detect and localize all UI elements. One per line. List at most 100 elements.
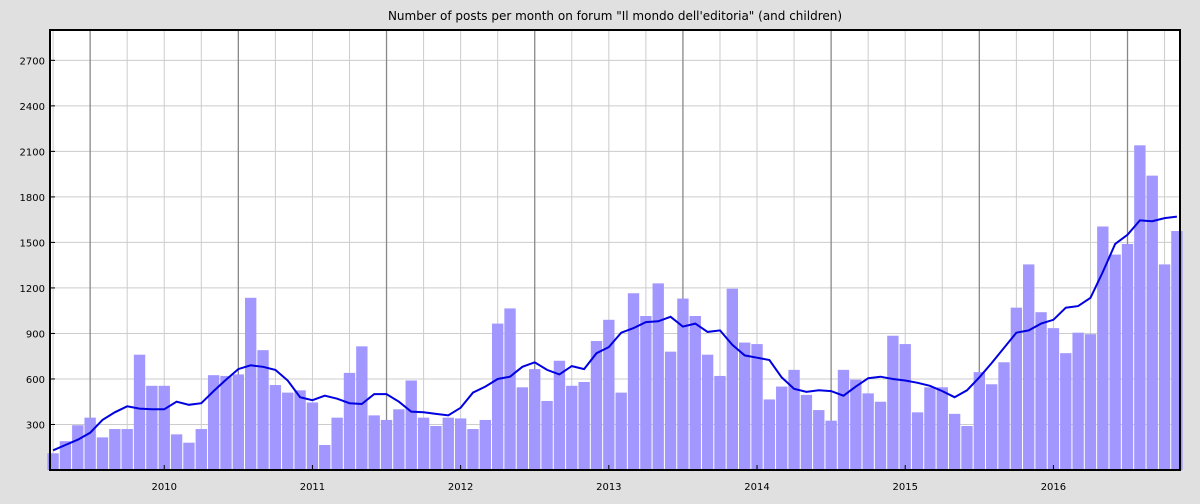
x-tick-label: 2016 <box>1041 482 1066 493</box>
bar <box>689 316 701 470</box>
bar <box>319 444 331 470</box>
y-tick-label: 1200 <box>20 284 45 295</box>
bar <box>504 308 516 470</box>
bar <box>1010 307 1023 470</box>
bar <box>442 417 454 470</box>
bar <box>961 426 973 470</box>
bar-series <box>47 145 1183 471</box>
bar <box>368 415 380 470</box>
bar <box>207 375 220 470</box>
bar <box>788 369 800 470</box>
bar <box>664 351 677 470</box>
bar <box>454 418 467 470</box>
bar <box>936 387 948 470</box>
bar <box>1158 264 1171 470</box>
x-tick-label: 2011 <box>300 482 325 493</box>
bar <box>257 350 269 470</box>
bar <box>924 387 936 470</box>
bar <box>899 344 911 470</box>
y-tick-label: 2700 <box>20 56 45 67</box>
bar <box>479 419 492 470</box>
bar <box>1146 175 1158 471</box>
bar <box>627 293 640 470</box>
bar <box>356 346 368 470</box>
bar <box>146 385 158 470</box>
y-tick-label: 2400 <box>20 102 45 113</box>
bar <box>911 412 924 470</box>
bar <box>677 298 689 470</box>
bar <box>615 392 627 470</box>
bar <box>492 323 504 470</box>
bar <box>516 387 529 470</box>
bar <box>1121 243 1134 470</box>
bar <box>874 401 887 470</box>
bar <box>640 316 652 470</box>
bar <box>430 426 442 470</box>
bar <box>380 419 393 470</box>
bar <box>862 393 874 470</box>
y-tick-label: 300 <box>26 420 45 431</box>
bar <box>1047 328 1060 470</box>
bar <box>269 385 282 470</box>
bar <box>84 417 96 470</box>
bar <box>72 425 84 470</box>
bar <box>1035 312 1047 470</box>
bar <box>652 283 664 470</box>
bar <box>578 382 590 470</box>
bar <box>1171 231 1183 470</box>
bar <box>590 341 603 470</box>
bar <box>837 369 850 470</box>
bar <box>1023 264 1035 470</box>
y-axis-ticks: 300 600 900 1200 1500 1800 2100 2400 2700 <box>20 56 55 431</box>
bar <box>232 374 245 470</box>
bar <box>405 380 417 470</box>
plot-frame <box>49 29 1181 471</box>
bar <box>776 386 788 470</box>
bar <box>1097 226 1109 470</box>
bar <box>343 372 356 470</box>
x-tick-label: 2012 <box>448 482 473 493</box>
chart-title: Number of posts per month on forum "Il m… <box>388 9 842 23</box>
bar <box>183 442 195 470</box>
bar <box>529 369 541 470</box>
plot-area <box>50 30 1180 470</box>
bar <box>800 394 813 470</box>
bar <box>738 342 751 470</box>
y-tick-label: 1500 <box>20 238 45 249</box>
bar <box>1134 145 1146 470</box>
bar <box>553 360 566 470</box>
y-tick-label: 1800 <box>20 193 45 204</box>
bar <box>751 344 763 470</box>
bar <box>170 434 183 470</box>
bar <box>541 400 553 470</box>
bar <box>998 362 1010 470</box>
bar <box>813 410 825 470</box>
bar <box>726 288 738 470</box>
bar <box>825 420 837 470</box>
x-tick-label: 2013 <box>596 482 621 493</box>
y-tick-label: 900 <box>26 329 45 340</box>
bar <box>121 429 133 470</box>
bar <box>59 441 72 470</box>
y-tick-label: 2100 <box>20 147 45 158</box>
x-tick-label: 2010 <box>152 482 177 493</box>
bar <box>1084 334 1097 470</box>
bar <box>948 413 961 470</box>
bar <box>158 385 170 470</box>
moving-average-line <box>52 215 1178 452</box>
bar <box>850 379 862 470</box>
bar <box>973 372 985 470</box>
bar <box>294 390 306 470</box>
bar <box>763 399 776 470</box>
bar <box>109 429 121 470</box>
bar <box>282 392 294 470</box>
x-tick-label: 2015 <box>892 482 917 493</box>
x-axis-ticks: 2010 2011 2012 2013 2014 2015 2016 <box>152 465 1066 493</box>
bar <box>47 453 59 470</box>
bar <box>133 354 146 470</box>
bar <box>701 354 714 470</box>
x-tick-label: 2014 <box>744 482 769 493</box>
bar <box>306 402 319 470</box>
